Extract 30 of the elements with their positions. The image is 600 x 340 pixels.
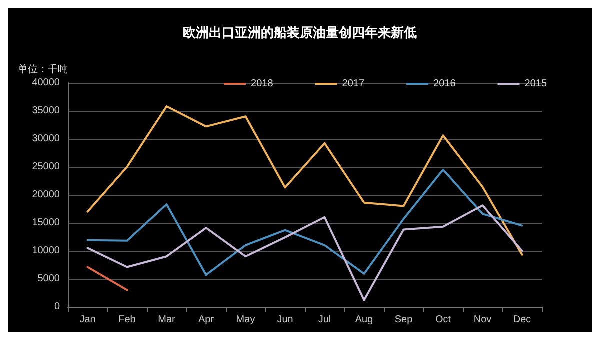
x-tick-label: Aug xyxy=(355,314,374,326)
x-tick-label: May xyxy=(236,314,256,326)
y-tick-label: 35000 xyxy=(32,106,60,116)
legend-label: 2017 xyxy=(342,78,365,90)
x-tick-label: Feb xyxy=(118,314,136,326)
x-tick-label: Apr xyxy=(198,314,215,326)
x-tick-label: Jun xyxy=(277,314,294,326)
y-tick-label: 25000 xyxy=(32,162,60,172)
legend-label: 2016 xyxy=(434,78,456,90)
chart-title: 欧洲出口亚洲的船装原油量创四年来新低 xyxy=(183,25,417,41)
y-tick-label: 30000 xyxy=(32,134,60,144)
x-tick-label: Oct xyxy=(435,314,452,326)
line-series xyxy=(86,204,524,302)
y-tick-label: 15000 xyxy=(32,218,60,228)
line-series xyxy=(86,106,524,256)
x-tick-label: Sep xyxy=(394,314,414,326)
y-tick-label: 10000 xyxy=(32,246,60,256)
x-tick-label: Jan xyxy=(80,314,96,326)
legend-label: 2015 xyxy=(524,78,548,90)
x-tick-label: Nov xyxy=(474,314,492,326)
x-tick-label: Mar xyxy=(158,314,176,326)
x-tick-label: Dec xyxy=(513,314,532,326)
x-tick-label: Jul xyxy=(318,314,332,326)
y-tick-label: 40000 xyxy=(32,78,60,88)
y-tick-label: 20000 xyxy=(32,190,60,200)
y-axis-title: 单位：千吨 xyxy=(18,64,68,76)
y-tick-label: 0 xyxy=(54,302,60,312)
legend-label: 2018 xyxy=(251,78,274,90)
y-tick-label: 5000 xyxy=(38,274,60,284)
line-series xyxy=(86,168,524,276)
